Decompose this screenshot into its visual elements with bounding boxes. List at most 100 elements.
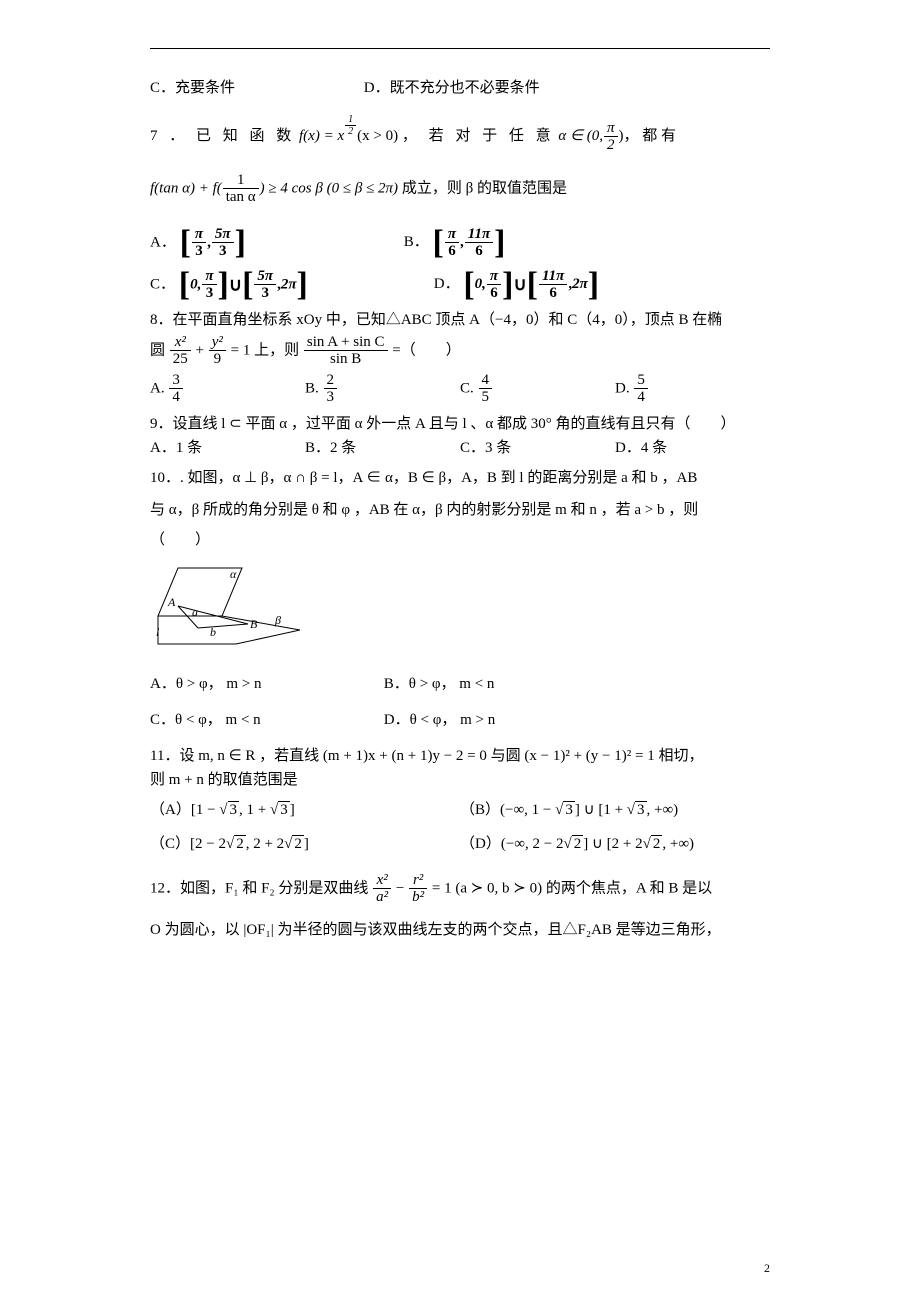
q8-A: A. 34 xyxy=(150,372,305,406)
q11-C-r2: 2 xyxy=(292,835,304,852)
q9-C: C．3 条 xyxy=(460,436,615,460)
q11-row2: （C）[2 − 22, 2 + 22] （D）(−∞, 2 − 22] ∪ [2… xyxy=(150,832,770,856)
q7-f1-n: 1 xyxy=(223,172,259,189)
q7-stem-b: ， 若 对 于 任 意 xyxy=(402,128,555,144)
q7-C-cd: 3 xyxy=(254,284,276,302)
q12: 12．如图，F₁ 和 F₂ 分别是双曲线 x²a² − r²b² = 1 (a … xyxy=(150,872,770,942)
q7-D-cn: 11π xyxy=(539,268,567,285)
q9-D: D．4 条 xyxy=(615,436,770,460)
q9-options: A．1 条 B．2 条 C．3 条 D．4 条 xyxy=(150,436,770,460)
q7-B-label: B． xyxy=(404,234,429,250)
q7-C-bd: 3 xyxy=(202,284,216,302)
q12-l1a: 12．如图，F₁ 和 F₂ 分别是双曲线 xyxy=(150,880,368,896)
q8-exn: x² xyxy=(170,334,191,351)
planes-icon: α β A B a b l xyxy=(150,558,310,658)
q11-D: （D）(−∞, 2 − 22] ∪ [2 + 22, +∞) xyxy=(460,832,770,856)
q8-Cd: 5 xyxy=(479,388,493,406)
q7-exp-d: 2 xyxy=(345,125,356,137)
q8-Ad: 4 xyxy=(169,388,183,406)
q7-B-ad: 6 xyxy=(445,242,459,260)
q8-Dn: 5 xyxy=(634,372,648,389)
q8-options: A. 34 B. 23 C. 45 D. 54 xyxy=(150,372,770,406)
q7-A-ad: 3 xyxy=(192,242,206,260)
q9-stem: 9．设直线 l ⊂ 平面 α ，过平面 α 外一点 A 且与 l 、α 都成 3… xyxy=(150,412,770,436)
q11-C-post: ] xyxy=(304,836,309,852)
q8-Cn: 4 xyxy=(479,372,493,389)
q11-C: （C）[2 − 22, 2 + 22] xyxy=(150,832,460,856)
q7-f1-d: tan α xyxy=(223,188,259,206)
q6-C: C．充要条件 xyxy=(150,76,360,100)
q8-sinn: sin A + sin C xyxy=(304,334,388,351)
q7-B: B． [π6,11π6] xyxy=(404,234,506,250)
q7-A-label: A． xyxy=(150,234,176,250)
q8-C-l: C. xyxy=(460,380,474,396)
q8-sind: sin B xyxy=(304,350,388,368)
q11-C-r1: 2 xyxy=(234,835,246,852)
q7-A-an: π xyxy=(192,226,206,243)
q7: 7 ． 已 知 函 数 f(x) = x12(x > 0) ， 若 对 于 任 … xyxy=(150,114,770,302)
fig-B: B xyxy=(250,617,258,631)
q12-hyd: b² xyxy=(409,888,427,906)
q11-A-r2: 3 xyxy=(278,801,290,818)
q7-fx-cond: (x > 0) xyxy=(357,128,398,144)
q8-B: B. 23 xyxy=(305,372,460,406)
q11-row1: （A）[1 − 3, 1 + 3] （B）(−∞, 1 − 3] ∪ [1 + … xyxy=(150,798,770,822)
q8-l2a: 圆 xyxy=(150,342,165,358)
q10-opts-row1: A．θ > φ， m > n B．θ > φ， m < n xyxy=(150,672,770,696)
q7-D-bd: 6 xyxy=(487,284,501,302)
q7-A: A． [π3,5π3] xyxy=(150,226,400,260)
q7-A-bn: 5π xyxy=(212,226,234,243)
top-rule xyxy=(150,48,770,49)
q11-B-post: , +∞) xyxy=(647,802,679,818)
q10: 10．. 如图，α ⊥ β，α ∩ β = l，A ∈ α，B ∈ β，A，B … xyxy=(150,466,770,732)
q10-figure: α β A B a b l xyxy=(150,558,770,666)
q7-line1: 7 ． 已 知 函 数 f(x) = x12(x > 0) ， 若 对 于 任 … xyxy=(150,114,770,154)
q7-stem-a: 7 ． 已 知 函 数 xyxy=(150,128,295,144)
q11-C-pre: （C）[2 − 2 xyxy=(150,836,226,852)
q6-options-tail: C．充要条件 D．既不充分也不必要条件 xyxy=(150,76,770,100)
q7-l2b: ) ≥ 4 cos β (0 ≤ β ≤ 2π) xyxy=(260,180,398,196)
q7-D-opt: D． [0,π6]∪[11π6,2π] xyxy=(434,276,599,292)
q7-alpha-in: α ∈ (0, xyxy=(558,128,603,144)
q8-D-l: D. xyxy=(615,380,630,396)
q11-line1: 11．设 m, n ∈ R ，若直线 (m + 1)x + (n + 1)y −… xyxy=(150,744,770,768)
fig-A: A xyxy=(167,595,176,609)
q11-B-r2: 3 xyxy=(635,801,647,818)
q7-A-bd: 3 xyxy=(212,242,234,260)
q10-line1: 10．. 如图，α ⊥ β，α ∩ β = l，A ∈ α，B ∈ β，A，B … xyxy=(150,466,770,490)
q11-B-r1: 3 xyxy=(563,801,575,818)
q8: 8．在平面直角坐标系 xOy 中，已知△ABC 顶点 A（−4，0）和 C（4，… xyxy=(150,308,770,406)
q12-hyn: r² xyxy=(409,872,427,889)
q8-eyd: 9 xyxy=(209,350,226,368)
q7-stem-c: )， 都 有 xyxy=(619,128,677,144)
q7-l2c: 成立，则 β 的取值范围是 xyxy=(402,180,567,196)
q11-A-pre: （A）[1 − xyxy=(150,802,219,818)
q11-D-r2: 2 xyxy=(651,835,663,852)
q10-line2: 与 α，β 所成的角分别是 θ 和 φ ，AB 在 α，β 内的射影分别是 m … xyxy=(150,498,770,522)
q8-Bd: 3 xyxy=(324,388,338,406)
q11-A-mid: , 1 + xyxy=(239,802,270,818)
q7-D-cd: 6 xyxy=(539,284,567,302)
q7-opts-row1: A． [π3,5π3] B． [π6,11π6] xyxy=(150,226,770,260)
page: C．充要条件 D．既不充分也不必要条件 7 ． 已 知 函 数 f(x) = x… xyxy=(0,0,920,1302)
q7-C-cn: 5π xyxy=(254,268,276,285)
q7-B-an: π xyxy=(445,226,459,243)
q7-C-bn: π xyxy=(202,268,216,285)
q11: 11．设 m, n ∈ R ，若直线 (m + 1)x + (n + 1)y −… xyxy=(150,744,770,856)
q7-B-bd: 6 xyxy=(465,242,493,260)
q7-opts-row2: C． [0,π3]∪[5π3,2π] D． [0,π6]∪[11π6,2π] xyxy=(150,268,770,302)
q7-C-d: 2π xyxy=(281,276,297,292)
q11-B-mid: ] ∪ [1 + xyxy=(575,802,627,818)
q11-D-mid: ] ∪ [2 + 2 xyxy=(583,836,642,852)
q8-D: D. 54 xyxy=(615,372,770,406)
q10-D: D．θ < φ， m > n xyxy=(384,712,496,728)
q11-D-post: , +∞) xyxy=(662,836,694,852)
q7-pi2-n: π xyxy=(604,120,618,137)
fig-beta: β xyxy=(274,613,281,627)
q8-line1: 8．在平面直角坐标系 xOy 中，已知△ABC 顶点 A（−4，0）和 C（4，… xyxy=(150,308,770,332)
q11-A-post: ] xyxy=(290,802,295,818)
q10-A: A．θ > φ， m > n xyxy=(150,672,380,696)
q7-C-label: C． xyxy=(150,276,175,292)
q7-l2a: f(tan α) + f( xyxy=(150,180,222,196)
q7-exp-n: 1 xyxy=(345,114,356,125)
